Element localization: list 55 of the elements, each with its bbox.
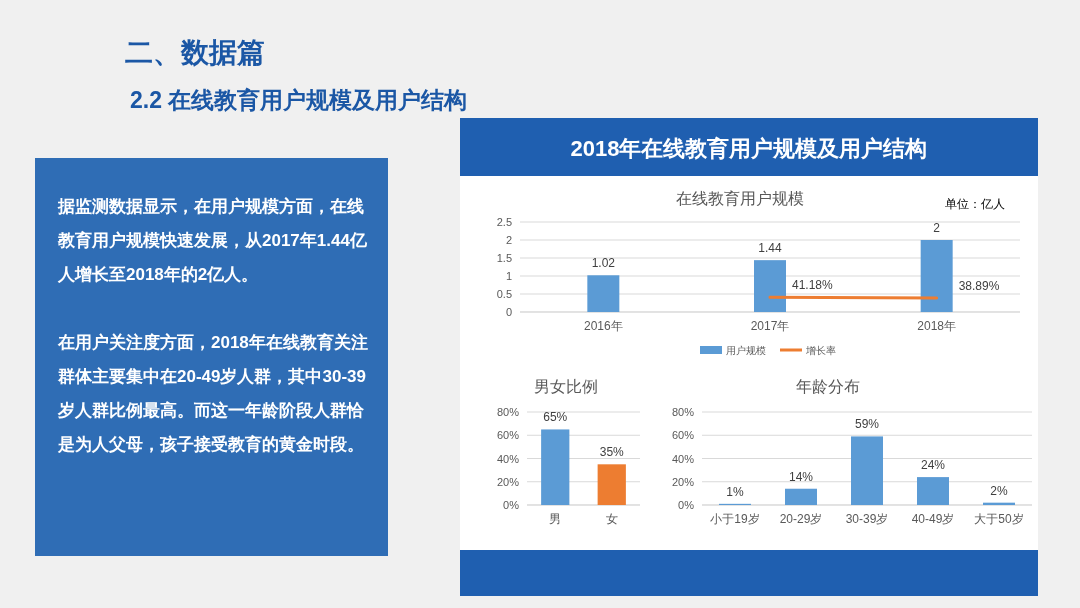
text: 二、数据篇 bbox=[125, 37, 265, 68]
text: 2018年在线教育用户规模及用户结构 bbox=[570, 136, 928, 161]
legend-label: 增长率 bbox=[805, 345, 836, 356]
x-tick-label: 女 bbox=[605, 512, 618, 526]
text: 2.2 在线教育用户规模及用户结构 bbox=[130, 87, 468, 113]
x-tick-label: 大于50岁 bbox=[974, 512, 1024, 526]
bar bbox=[917, 477, 949, 505]
data-label: 65% bbox=[543, 410, 568, 425]
x-tick-label: 30-39岁 bbox=[845, 512, 889, 526]
bar bbox=[754, 260, 786, 312]
bar bbox=[587, 275, 620, 312]
y-tick-label: 2.5 bbox=[496, 216, 512, 228]
chart-title: 在线教育用户规模 bbox=[676, 190, 804, 207]
x-tick-label: 40-49岁 bbox=[911, 512, 955, 526]
data-label: 38.89% bbox=[958, 279, 1000, 293]
data-label: 24% bbox=[920, 458, 946, 473]
text: 在用户关注度方面，2018年在线教育关注群体主要集中在20-49岁人群，其中30-39岁人群比例最高。而这一年龄阶段人群恰是为人父母，孩子接受教育的黄金时段。 bbox=[57, 332, 368, 454]
legend-label: 用户规模 bbox=[726, 345, 766, 356]
x-tick-label: 小于19岁 bbox=[710, 512, 760, 526]
x-tick-label: 20-29岁 bbox=[779, 512, 823, 526]
data-label: 14% bbox=[788, 469, 814, 484]
data-label: 59% bbox=[854, 417, 880, 432]
y-tick-label: 1 bbox=[505, 270, 512, 282]
data-label: 41.18% bbox=[792, 278, 834, 293]
y-tick-label: 60% bbox=[671, 429, 695, 442]
bar bbox=[851, 436, 883, 505]
data-label: 1% bbox=[726, 484, 744, 499]
x-tick-label: 2016年 bbox=[583, 319, 623, 333]
y-tick-label: 0 bbox=[505, 306, 512, 318]
y-tick-label: 80% bbox=[496, 406, 520, 418]
y-tick-label: 40% bbox=[496, 452, 520, 465]
text: 单位：亿人 bbox=[945, 197, 1005, 211]
data-label: 2% bbox=[990, 483, 1008, 498]
y-tick-label: 0.5 bbox=[496, 288, 512, 300]
y-tick-label: 80% bbox=[671, 406, 695, 418]
chart-title: 年龄分布 bbox=[796, 378, 860, 395]
y-tick-label: 0% bbox=[678, 499, 695, 511]
chart-title: 男女比例 bbox=[534, 378, 598, 395]
y-tick-label: 0% bbox=[503, 499, 520, 511]
y-tick-label: 40% bbox=[671, 452, 695, 465]
x-tick-label: 2018年 bbox=[917, 319, 957, 333]
data-label: 2 bbox=[933, 221, 941, 235]
data-label: 1.44 bbox=[758, 241, 782, 256]
data-label: 1.02 bbox=[591, 256, 616, 271]
x-tick-label: 2017年 bbox=[750, 319, 790, 333]
text: 据监测数据显示，在用户规模方面，在线教育用户规模快速发展，从2017年1.44亿人增长至2018年的2亿人。 bbox=[57, 197, 368, 284]
x-tick-label: 男 bbox=[549, 512, 562, 526]
bar bbox=[920, 240, 953, 312]
data-label: 35% bbox=[599, 445, 625, 460]
bar bbox=[785, 488, 817, 505]
y-tick-label: 20% bbox=[671, 475, 695, 488]
y-tick-label: 2 bbox=[505, 234, 512, 246]
y-tick-label: 20% bbox=[496, 475, 520, 488]
y-tick-label: 60% bbox=[496, 429, 520, 442]
y-tick-label: 1.5 bbox=[496, 252, 512, 264]
